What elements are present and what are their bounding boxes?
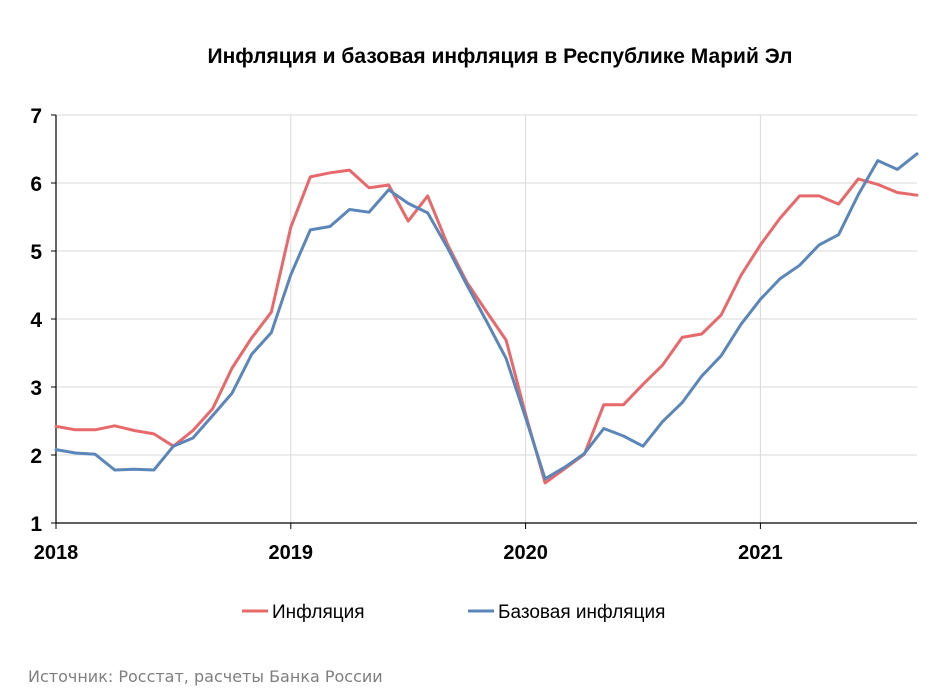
- y-tick-label-2: 2: [30, 445, 42, 468]
- y-tick-label-3: 3: [30, 377, 42, 400]
- x-tick-label-2018: 2018: [34, 542, 79, 564]
- x-axis-tick-labels: 2018 2019 2020 2021: [34, 542, 783, 564]
- series-line-inflation: [54, 168, 919, 485]
- series-line-core-inflation: [54, 152, 919, 481]
- chart-title: Инфляция и базовая инфляция в Республике…: [208, 45, 793, 68]
- source-note: Источник: Росстат, расчеты Банка России: [28, 667, 383, 686]
- x-tick-label-2020: 2020: [503, 542, 548, 564]
- axes: [51, 114, 917, 529]
- legend-label-inflation: Инфляция: [272, 602, 365, 623]
- x-tick-label-2019: 2019: [269, 542, 314, 564]
- y-tick-label-7: 7: [30, 105, 42, 128]
- x-tick-label-2021: 2021: [738, 542, 783, 564]
- legend-label-core-inflation: Базовая инфляция: [498, 602, 665, 623]
- series-lines: [54, 152, 919, 485]
- y-tick-label-6: 6: [30, 173, 42, 196]
- y-tick-label-1: 1: [30, 513, 42, 536]
- y-axis-tick-labels: 1 2 3 4 5 6 7: [30, 105, 42, 536]
- legend: Инфляция Базовая инфляция: [242, 602, 665, 623]
- y-tick-label-4: 4: [30, 309, 42, 332]
- y-tick-label-5: 5: [30, 241, 42, 264]
